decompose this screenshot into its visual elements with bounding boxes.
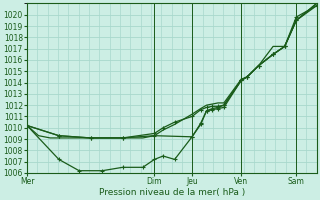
X-axis label: Pression niveau de la mer( hPa ): Pression niveau de la mer( hPa ) [99, 188, 245, 197]
